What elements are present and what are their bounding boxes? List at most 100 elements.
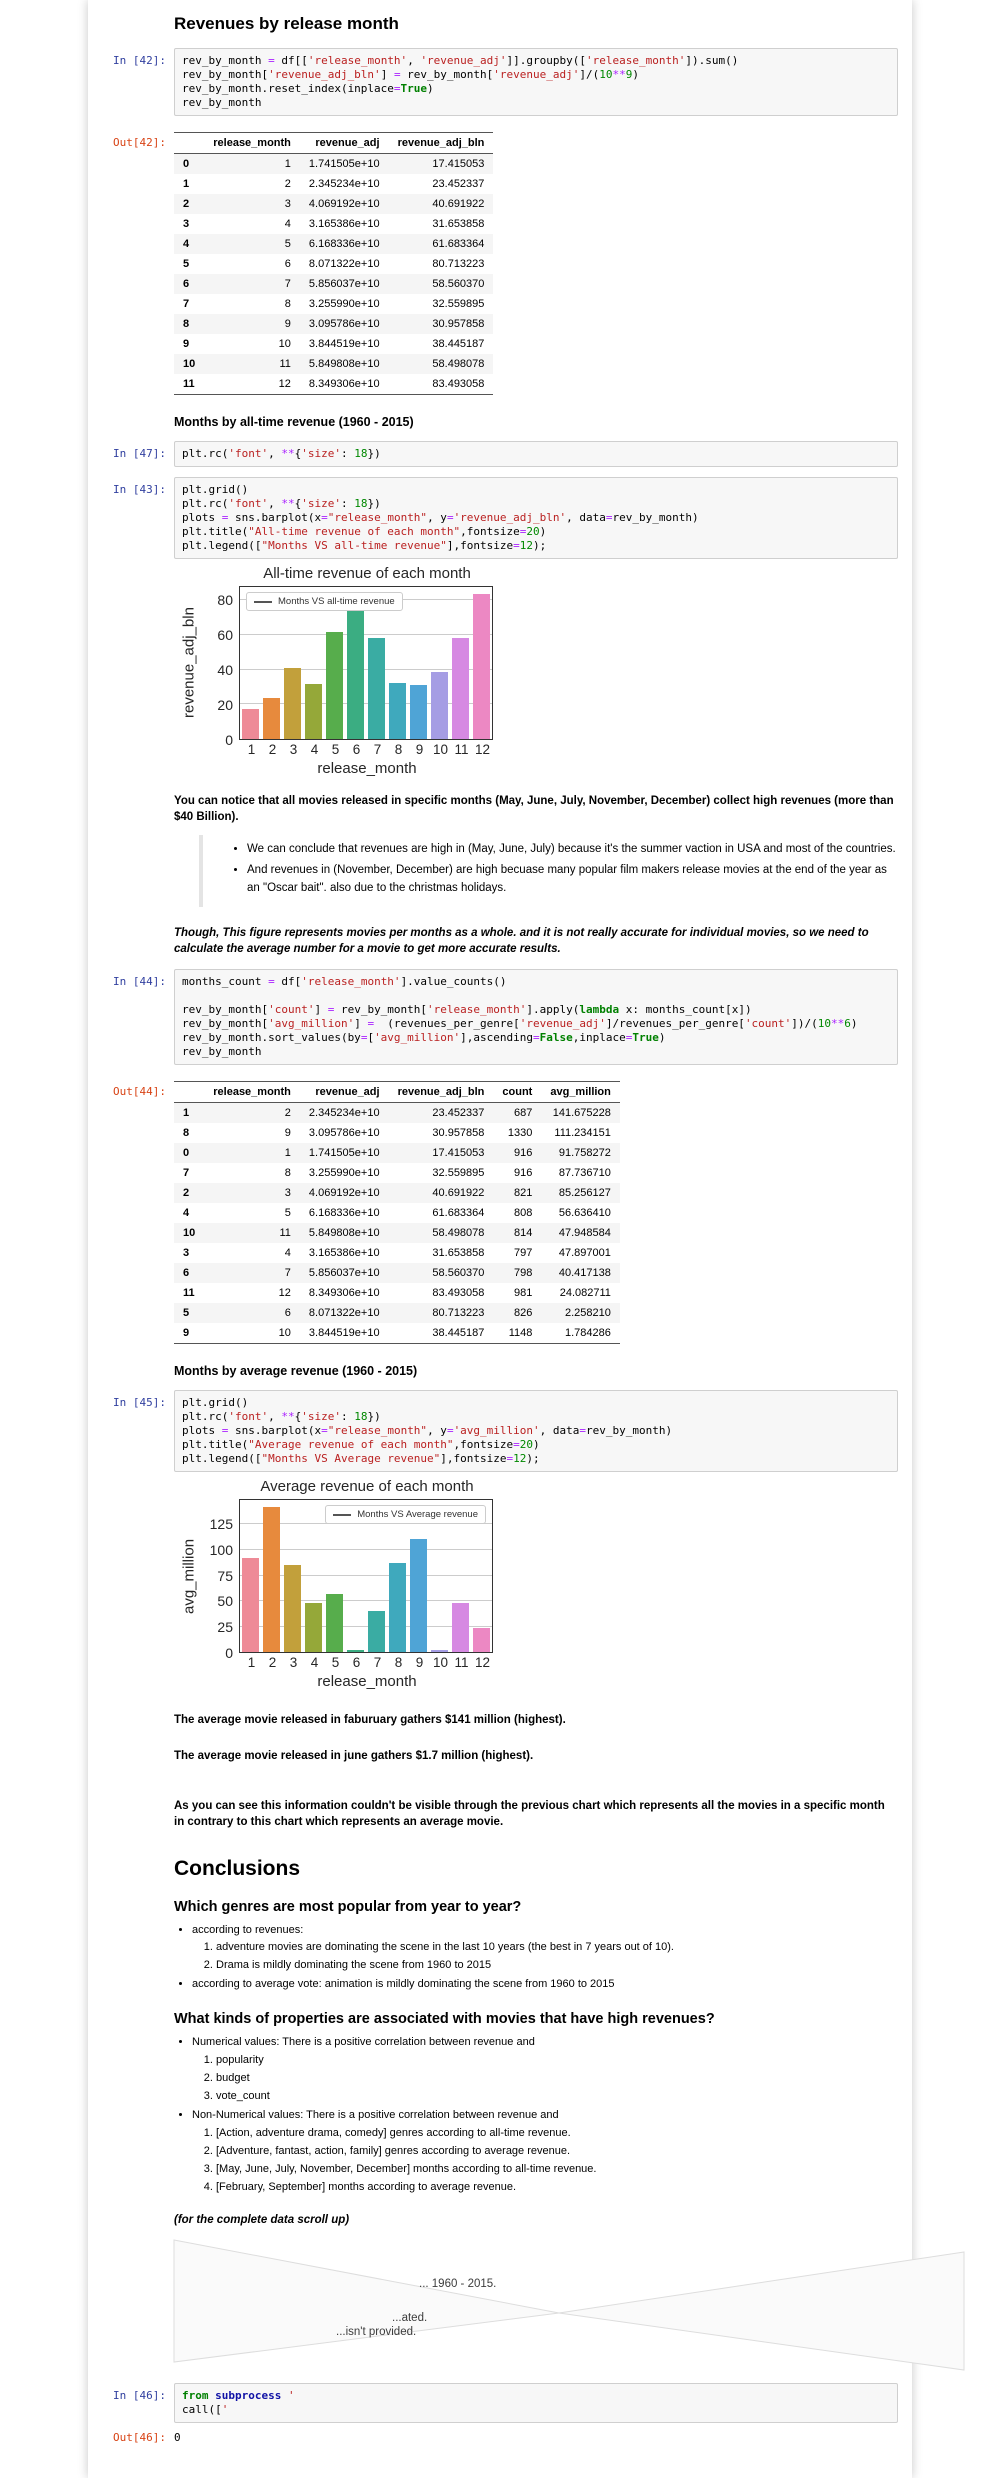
y-tick-label: 60	[217, 626, 233, 643]
column-header	[174, 1081, 205, 1104]
input-prompt: In [42]:	[113, 54, 166, 67]
heading-question-genres[interactable]: Which genres are most popular from year …	[174, 1898, 522, 1915]
sublist-item: [February, September] months according t…	[216, 2180, 898, 2196]
code-line: from subprocess '	[182, 2388, 295, 2402]
markdown-list-properties[interactable]: Numerical values: There is a positive co…	[174, 2035, 898, 2195]
column-header: count	[493, 1081, 542, 1104]
table-cell: 10	[278, 338, 291, 350]
x-tick-label: 4	[310, 742, 319, 757]
row-index: 0	[183, 1147, 190, 1160]
input-prompt: In [46]:	[113, 2388, 166, 2402]
column-header: release_month	[204, 132, 300, 154]
numbered-sublist: [Action, adventure drama, comedy] genres…	[192, 2126, 898, 2196]
row-index: 9	[183, 1327, 190, 1340]
markdown-list-genres[interactable]: according to revenues:adventure movies a…	[174, 1923, 898, 1994]
table-cell: 3.095786e+10	[308, 1127, 380, 1140]
input-prompt: In [44]:	[113, 975, 166, 989]
row-index: 11	[183, 378, 195, 390]
heading-question-properties[interactable]: What kinds of properties are associated …	[174, 2011, 715, 2028]
x-tick-label: 2	[268, 742, 277, 757]
table-cell: 687	[514, 1107, 533, 1120]
table-cell: 32.559895	[432, 298, 485, 310]
table-cell: 2.345234e+10	[308, 178, 380, 190]
table-row: 2 3 4.069192e+10 40.691922	[174, 194, 494, 214]
list-item: Numerical values: There is a positive co…	[192, 2035, 898, 2105]
table-cell: 8	[284, 298, 291, 310]
x-tick-label: 12	[474, 742, 491, 757]
markdown-cell-avg-feb[interactable]: The average movie released in faburuary …	[174, 1712, 898, 1728]
code-line: rev_by_month.sort_values(by=['avg_millio…	[182, 1031, 666, 1045]
code-editor-in42[interactable]: rev_by_month = df[['release_month', 'rev…	[174, 48, 898, 116]
table-row: 4 5 6.168336e+10 61.683364 808 56.636410	[174, 1203, 620, 1223]
table-cell: 9	[284, 1127, 291, 1140]
table-cell: 8.071322e+10	[308, 258, 380, 270]
row-index: 10	[183, 1227, 196, 1240]
bar-chart-average-revenue[interactable]: Average revenue of each month avg_million…	[179, 1478, 898, 1690]
x-axis-label: release_month	[317, 1673, 417, 1691]
table-cell: 58.560370	[432, 278, 485, 290]
bar-month-11	[452, 1603, 469, 1653]
x-tick-label: 1	[247, 1655, 256, 1671]
markdown-cell-notice[interactable]: You can notice that all movies released …	[174, 793, 898, 957]
gridline	[240, 1625, 492, 1627]
markdown-cell-scrollup[interactable]: (for the complete data scroll up)	[174, 2212, 898, 2228]
row-index: 1	[183, 178, 190, 190]
bar-month-8	[389, 1562, 406, 1653]
bar-month-10	[431, 672, 448, 739]
x-axis-label: release_month	[317, 760, 417, 777]
bar-month-3	[284, 668, 301, 739]
code-editor-in47[interactable]: plt.rc('font', **{'size': 18})	[174, 441, 898, 467]
output-prompt: Out[46]:	[113, 2430, 166, 2444]
sublist-item: popularity	[216, 2053, 898, 2069]
table-row: 8 9 3.095786e+10 30.957858 1330 111.234151	[174, 1123, 620, 1143]
x-tick-label: 3	[289, 742, 298, 757]
dataframe-out42[interactable]: release_month revenue_adj revenue_adj_bln 0…	[174, 126, 494, 395]
row-index: 2	[183, 198, 190, 210]
markdown-cell-asyousee[interactable]: As you can see this information couldn't…	[174, 1798, 898, 1830]
output-prompt: Out[42]:	[113, 136, 166, 149]
code-line: rev_by_month.reset_index(inplace=True)	[182, 82, 434, 95]
table-cell: 1	[284, 1147, 291, 1160]
bar-month-4	[305, 1603, 322, 1653]
table-cell: 12	[278, 378, 291, 390]
table-row: 7 8 3.255990e+10 32.559895 916 87.736710	[174, 1163, 620, 1183]
table-cell: 4	[284, 218, 291, 230]
table-row: 4 5 6.168336e+10 61.683364	[174, 234, 494, 254]
markdown-cell-avg-june[interactable]: The average movie released in june gathe…	[174, 1748, 898, 1764]
code-editor-in44[interactable]: months_count = df['release_month'].value…	[174, 969, 898, 1066]
table-cell: 826	[514, 1307, 533, 1320]
section-heading-average[interactable]: Months by average revenue (1960 - 2015)	[174, 1364, 418, 1379]
column-header: release_month	[204, 1081, 300, 1104]
table-row: 1 2 2.345234e+10 23.452337	[174, 174, 493, 194]
code-line: rev_by_month = df[['release_month', 'rev…	[182, 54, 739, 67]
section-heading-alltime[interactable]: Months by all-time revenue (1960 - 2015)	[174, 415, 414, 429]
table-cell: 5	[284, 1207, 291, 1220]
y-tick-label: 20	[217, 696, 233, 713]
heading-conclusions[interactable]: Conclusions	[174, 1856, 301, 1880]
table-cell: 916	[514, 1147, 533, 1160]
bullet-list: We can conclude that revenues are high i…	[231, 841, 898, 897]
table-cell: 9	[284, 318, 291, 330]
code-line: plt.title("All-time revenue of each mont…	[182, 525, 547, 538]
numbered-sublist: adventure movies are dominating the scen…	[192, 1940, 898, 1974]
y-tick-label: 0	[225, 1645, 233, 1662]
code-editor-in43[interactable]: plt.grid() plt.rc('font', **{'size': 18})…	[174, 477, 898, 559]
code-line: plt.rc('font', **{'size': 18})	[182, 447, 381, 460]
table-cell: 58.498078	[432, 1227, 485, 1240]
bar-month-8	[389, 682, 406, 739]
table-cell: 1148	[508, 1327, 533, 1340]
broken-image-text-fragment: ...isn't provided.	[336, 2325, 417, 2338]
dataframe-out44[interactable]: release_month revenue_adj revenue_adj_bln c…	[174, 1075, 620, 1345]
table-cell: 5.856037e+10	[308, 278, 380, 290]
broken-image-text-fragment: ... 1960 - 2015.	[419, 2277, 497, 2290]
bar-chart-alltime-revenue[interactable]: All-time revenue of each month revenue_ad…	[179, 565, 898, 777]
list-item: And revenues in (November, December) are…	[247, 862, 898, 897]
section-heading-revenues[interactable]: Revenues by release month	[174, 14, 399, 33]
code-cell-in45: In [45]: plt.grid() plt.rc('font', **{'si…	[102, 1390, 898, 1473]
notebook-container: Revenues by release month In [42]: rev_b…	[88, 0, 965, 2478]
bar-month-11	[452, 637, 469, 739]
bar-month-6	[347, 1649, 364, 1653]
sublist-item: Drama is mildly dominating the scene fro…	[216, 1958, 898, 1974]
code-editor-in45[interactable]: plt.grid() plt.rc('font', **{'size': 18})…	[174, 1390, 898, 1473]
code-editor-in46[interactable]: from subprocess ' call(['	[174, 2382, 898, 2423]
